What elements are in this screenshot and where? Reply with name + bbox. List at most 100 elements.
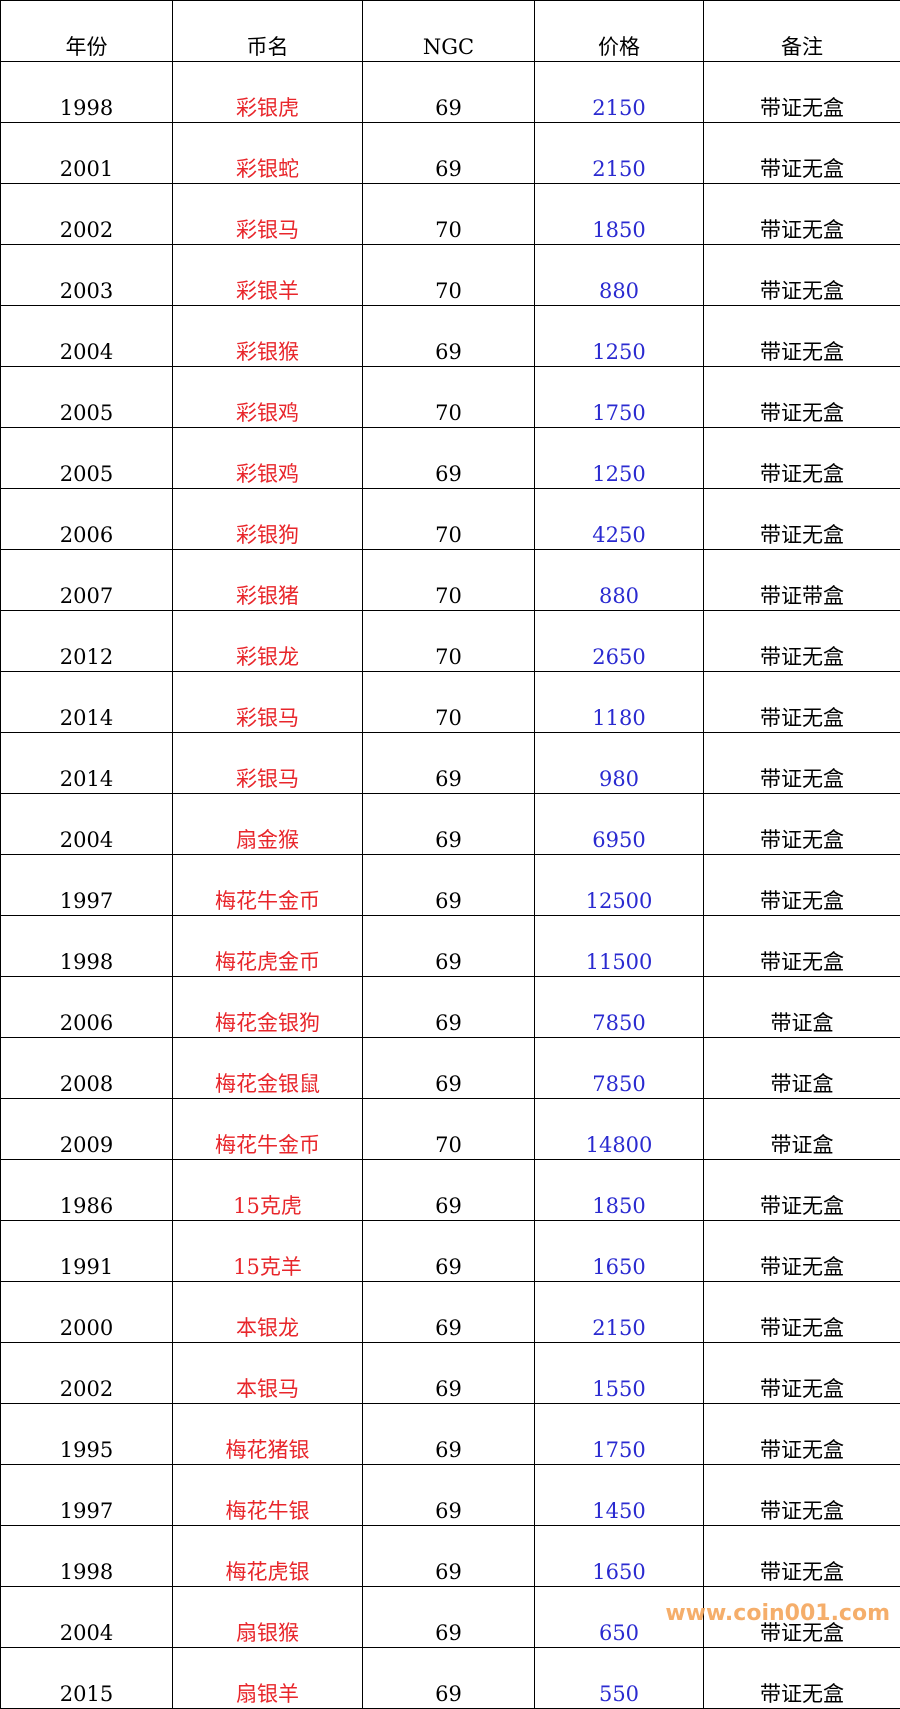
cell-ngc: 69: [363, 977, 535, 1038]
cell-ngc: 69: [363, 62, 535, 123]
cell-price: 14800: [535, 1099, 704, 1160]
header-ngc: NGC: [363, 1, 535, 62]
cell-ngc: 70: [363, 611, 535, 672]
cell-ngc: 70: [363, 1099, 535, 1160]
cell-ngc: 69: [363, 1404, 535, 1465]
header-name: 币名: [173, 1, 363, 62]
cell-note: 带证无盒: [704, 489, 900, 550]
cell-note: 带证无盒: [704, 367, 900, 428]
cell-name: 梅花金银狗: [173, 977, 363, 1038]
cell-note: 带证无盒: [704, 611, 900, 672]
cell-price: 2150: [535, 1282, 704, 1343]
watermark: www.coin001.com: [665, 1601, 890, 1626]
cell-price: 7850: [535, 977, 704, 1038]
cell-year: 2005: [1, 367, 173, 428]
cell-year: 2014: [1, 733, 173, 794]
cell-note: 带证无盒: [704, 428, 900, 489]
cell-name: 彩银虎: [173, 62, 363, 123]
cell-note: 带证无盒: [704, 916, 900, 977]
cell-price: 2150: [535, 123, 704, 184]
cell-year: 2004: [1, 794, 173, 855]
cell-name: 梅花牛银: [173, 1465, 363, 1526]
cell-year: 2005: [1, 428, 173, 489]
cell-name: 彩银马: [173, 733, 363, 794]
cell-price: 880: [535, 550, 704, 611]
cell-ngc: 69: [363, 1343, 535, 1404]
cell-note: 带证无盒: [704, 672, 900, 733]
cell-note: 带证无盒: [704, 1160, 900, 1221]
cell-note: 带证无盒: [704, 855, 900, 916]
cell-note: 带证盒: [704, 1099, 900, 1160]
cell-name: 彩银马: [173, 672, 363, 733]
cell-ngc: 69: [363, 428, 535, 489]
header-year: 年份: [1, 1, 173, 62]
cell-ngc: 69: [363, 1160, 535, 1221]
cell-year: 2004: [1, 306, 173, 367]
cell-price: 1650: [535, 1526, 704, 1587]
cell-ngc: 69: [363, 1648, 535, 1709]
cell-name: 彩银马: [173, 184, 363, 245]
cell-name: 本银马: [173, 1343, 363, 1404]
cell-ngc: 70: [363, 550, 535, 611]
cell-price: 1750: [535, 1404, 704, 1465]
cell-note: 带证无盒: [704, 184, 900, 245]
cell-price: 1250: [535, 428, 704, 489]
header-note: 备注: [704, 1, 900, 62]
cell-ngc: 70: [363, 245, 535, 306]
cell-ngc: 70: [363, 367, 535, 428]
cell-price: 1550: [535, 1343, 704, 1404]
cell-ngc: 70: [363, 184, 535, 245]
cell-ngc: 70: [363, 672, 535, 733]
cell-note: 带证无盒: [704, 1343, 900, 1404]
cell-ngc: 69: [363, 123, 535, 184]
cell-price: 4250: [535, 489, 704, 550]
cell-year: 2007: [1, 550, 173, 611]
cell-name: 梅花猪银: [173, 1404, 363, 1465]
cell-year: 1995: [1, 1404, 173, 1465]
cell-year: 2004: [1, 1587, 173, 1648]
cell-price: 550: [535, 1648, 704, 1709]
cell-ngc: 69: [363, 1282, 535, 1343]
cell-year: 1997: [1, 855, 173, 916]
cell-price: 2650: [535, 611, 704, 672]
cell-price: 1650: [535, 1221, 704, 1282]
cell-name: 15克羊: [173, 1221, 363, 1282]
cell-name: 本银龙: [173, 1282, 363, 1343]
cell-ngc: 69: [363, 916, 535, 977]
cell-year: 2003: [1, 245, 173, 306]
cell-price: 880: [535, 245, 704, 306]
cell-name: 扇银羊: [173, 1648, 363, 1709]
cell-price: 1180: [535, 672, 704, 733]
cell-note: 带证无盒: [704, 123, 900, 184]
cell-note: 带证无盒: [704, 1221, 900, 1282]
cell-price: 980: [535, 733, 704, 794]
cell-name: 扇金猴: [173, 794, 363, 855]
cell-name: 梅花牛金币: [173, 1099, 363, 1160]
cell-note: 带证无盒: [704, 62, 900, 123]
cell-name: 彩银鸡: [173, 428, 363, 489]
cell-price: 1850: [535, 184, 704, 245]
cell-name: 梅花虎金币: [173, 916, 363, 977]
cell-name: 梅花牛金币: [173, 855, 363, 916]
cell-note: 带证无盒: [704, 306, 900, 367]
cell-name: 彩银狗: [173, 489, 363, 550]
cell-name: 彩银羊: [173, 245, 363, 306]
